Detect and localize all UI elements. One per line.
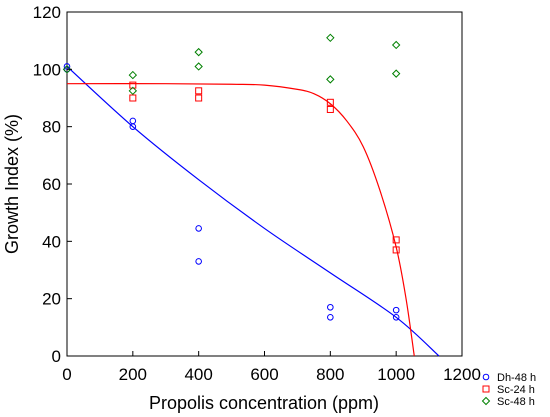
x-axis-title: Propolis concentration (ppm) xyxy=(149,393,379,413)
y-tick-label: 100 xyxy=(33,60,61,79)
legend-marker-dh-48-h xyxy=(482,373,490,381)
legend-label-sc-48-h: Sc-48 h xyxy=(497,396,535,408)
y-tick-label: 60 xyxy=(42,175,61,194)
data-point-sc-48-h xyxy=(391,69,401,78)
plot-area xyxy=(66,11,463,357)
data-point-sc-48-h xyxy=(326,33,335,43)
data-point-dh-48-h xyxy=(327,303,334,311)
data-point-dh-48-h xyxy=(327,314,334,321)
data-point-sc-24-h xyxy=(392,246,400,254)
data-point-dh-48-h xyxy=(195,225,202,232)
data-point-sc-48-h xyxy=(391,40,401,50)
y-tick-label: 120 xyxy=(33,3,61,22)
data-point-sc-48-h xyxy=(128,86,138,96)
y-tick-label: 20 xyxy=(42,290,61,309)
data-point-sc-24-h xyxy=(326,105,334,113)
data-point-sc-48-h xyxy=(326,75,335,84)
data-point-sc-48-h xyxy=(194,62,203,71)
x-tick-label: 1200 xyxy=(443,365,481,384)
x-tick-label: 400 xyxy=(184,365,212,384)
x-tick-label: 600 xyxy=(250,365,278,384)
data-point-dh-48-h xyxy=(392,314,400,321)
x-axis-ticks: 0 200 400 600 800 1000 1200 xyxy=(62,351,481,384)
data-point-sc-24-h xyxy=(195,87,203,95)
data-point-sc-24-h xyxy=(129,81,137,89)
data-point-dh-48-h xyxy=(392,306,400,314)
y-tick-label: 80 xyxy=(42,118,61,137)
y-axis-title: Growth Index (%) xyxy=(2,114,22,254)
legend-marker-sc-48-h xyxy=(481,396,491,406)
data-point-sc-48-h xyxy=(62,65,72,74)
data-point-sc-48-h xyxy=(194,47,203,57)
x-tick-label: 1000 xyxy=(377,365,415,384)
data-point-sc-24-h xyxy=(195,94,203,102)
data-point-sc-48-h xyxy=(128,70,138,80)
legend: Dh-48 hSc-24 hSc-48 h xyxy=(481,372,536,408)
data-points xyxy=(62,33,401,321)
x-tick-label: 0 xyxy=(62,365,71,384)
y-tick-label: 40 xyxy=(42,232,61,251)
legend-marker-sc-24-h xyxy=(482,385,490,393)
y-axis-ticks: 0 20 40 60 80 100 120 xyxy=(33,3,72,366)
legend-label-dh-48-h: Dh-48 h xyxy=(497,372,536,384)
data-point-dh-48-h xyxy=(195,258,202,265)
x-tick-label: 200 xyxy=(119,365,147,384)
y-tick-label: 0 xyxy=(52,347,61,366)
x-tick-label: 800 xyxy=(316,365,344,384)
data-point-sc-24-h xyxy=(326,98,334,106)
data-point-dh-48-h xyxy=(129,123,137,130)
data-point-sc-24-h xyxy=(392,236,400,244)
legend-label-sc-24-h: Sc-24 h xyxy=(497,384,535,396)
